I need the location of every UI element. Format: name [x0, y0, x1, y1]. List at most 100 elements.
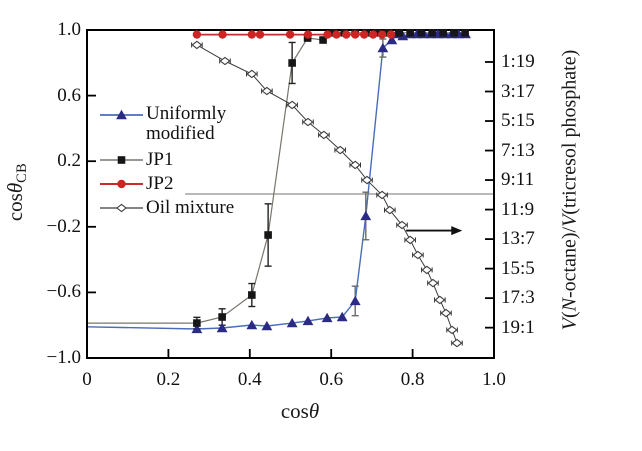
- marker-circle: [386, 30, 396, 39]
- plot-frame: [86, 29, 495, 359]
- y-left-tick-label: −0.6: [46, 281, 81, 303]
- axis-title-fragment: cos: [280, 399, 309, 423]
- marker-triangle: [360, 210, 372, 221]
- legend-key-uniformly-modified: [100, 109, 143, 120]
- y-left-tick-label: −0.2: [46, 215, 81, 237]
- marker-square: [248, 291, 256, 299]
- marker-circle: [218, 30, 227, 39]
- marker-square: [218, 313, 226, 321]
- marker-square: [450, 28, 458, 37]
- marker-diamond: [286, 100, 298, 110]
- marker-diamond: [318, 130, 330, 140]
- legend-label-uniformly-modified: Uniformly modified: [146, 103, 227, 144]
- marker-square: [395, 28, 403, 37]
- series-line-uniformly-modified: [86, 33, 466, 330]
- marker-diamond: [349, 160, 361, 170]
- marker-circle: [247, 30, 257, 39]
- y-left-tick-label: 1.0: [57, 19, 81, 40]
- legend-key-oil-mixture: [100, 203, 143, 213]
- axis-title-fragment: CB: [13, 162, 30, 183]
- marker-diamond: [246, 69, 258, 79]
- marker-circle: [332, 30, 341, 39]
- y-right-tick-label: 7:13: [501, 139, 535, 161]
- y-right-tick-label: 15:5: [501, 257, 535, 279]
- marker-circle: [323, 30, 332, 39]
- axis-title-fragment: θ: [3, 182, 28, 194]
- marker-triangle: [349, 295, 361, 306]
- y-right-tick-label: 5:15: [501, 110, 535, 132]
- marker-triangle: [246, 319, 258, 330]
- y-right-tick-label: 13:7: [501, 228, 535, 250]
- marker-circle: [377, 30, 387, 39]
- marker-diamond: [376, 190, 388, 200]
- marker-triangle: [336, 311, 348, 322]
- marker-diamond: [421, 265, 433, 275]
- marker-diamond: [451, 338, 463, 348]
- marker-circle: [303, 30, 313, 39]
- marker-diamond: [116, 203, 127, 213]
- y-right-tick-label: 11:9: [501, 198, 535, 220]
- y-left-tick-label: −1.0: [46, 347, 81, 368]
- marker-diamond: [446, 325, 458, 335]
- axis-title-fragment: N: [558, 298, 581, 312]
- marker-square: [428, 28, 436, 37]
- series-markers-jp2: [192, 30, 396, 39]
- axis-title-fragment: V: [558, 318, 581, 331]
- marker-diamond: [191, 40, 203, 50]
- marker-square: [406, 28, 414, 37]
- marker-circle: [285, 30, 295, 39]
- y-axis-title-right: V(N-octane)/V(tricresol phosphate): [559, 50, 582, 330]
- marker-diamond: [261, 86, 273, 96]
- axis-title-fragment: (: [558, 311, 581, 319]
- marker-square: [319, 36, 327, 44]
- legend-label-jp2: JP2: [146, 173, 174, 194]
- marker-triangle: [116, 109, 127, 120]
- marker-square: [461, 28, 469, 37]
- marker-triangle: [386, 34, 398, 45]
- right-axis-arrow-icon: [406, 226, 463, 236]
- marker-square: [193, 319, 201, 327]
- series-markers-uniformly-modified: [191, 28, 471, 334]
- x-axis-title: cosθ: [265, 399, 335, 424]
- marker-triangle: [286, 317, 298, 328]
- marker-square: [439, 28, 447, 37]
- legend-key-jp1: [100, 156, 143, 164]
- y-right-tick-label: 17:3: [501, 287, 535, 309]
- marker-diamond: [302, 117, 314, 127]
- x-tick-label: 0: [82, 369, 92, 390]
- legend-label-jp1: JP1: [146, 149, 174, 170]
- error-bars-jp1: [193, 41, 296, 330]
- marker-diamond: [434, 295, 446, 305]
- axis-title-fragment: cos: [3, 193, 28, 222]
- y-left-tick-label: 0.6: [57, 84, 81, 106]
- series-markers-oil-mixture: [191, 40, 463, 348]
- y-right-tick-label: 1:19: [501, 50, 535, 72]
- marker-diamond: [361, 175, 373, 185]
- axis-title-fragment: (tricresol phosphate): [558, 49, 581, 215]
- y-right-tick-label: 9:11: [501, 169, 535, 191]
- x-tick-label: 0.4: [237, 369, 262, 390]
- marker-triangle: [321, 312, 333, 323]
- marker-circle: [368, 30, 378, 39]
- axis-title-fragment: θ: [308, 399, 320, 423]
- marker-triangle: [216, 322, 228, 333]
- axis-title-fragment: V: [558, 214, 581, 227]
- marker-diamond: [334, 145, 346, 155]
- marker-circle: [342, 30, 351, 39]
- marker-square: [417, 28, 425, 37]
- marker-diamond: [440, 308, 452, 318]
- marker-diamond: [404, 235, 416, 245]
- legend-key-jp2: [100, 179, 143, 189]
- marker-square: [264, 231, 272, 239]
- marker-diamond: [396, 220, 408, 230]
- x-tick-label: 0.2: [156, 369, 181, 390]
- y-left-tick-label: 0.2: [57, 150, 81, 172]
- marker-diamond: [384, 205, 396, 215]
- marker-diamond: [412, 250, 424, 260]
- y-axis-title-left: cosθCB: [3, 163, 31, 221]
- marker-circle: [255, 30, 265, 39]
- y-right-tick-label: 19:1: [501, 316, 535, 338]
- marker-triangle: [191, 323, 203, 334]
